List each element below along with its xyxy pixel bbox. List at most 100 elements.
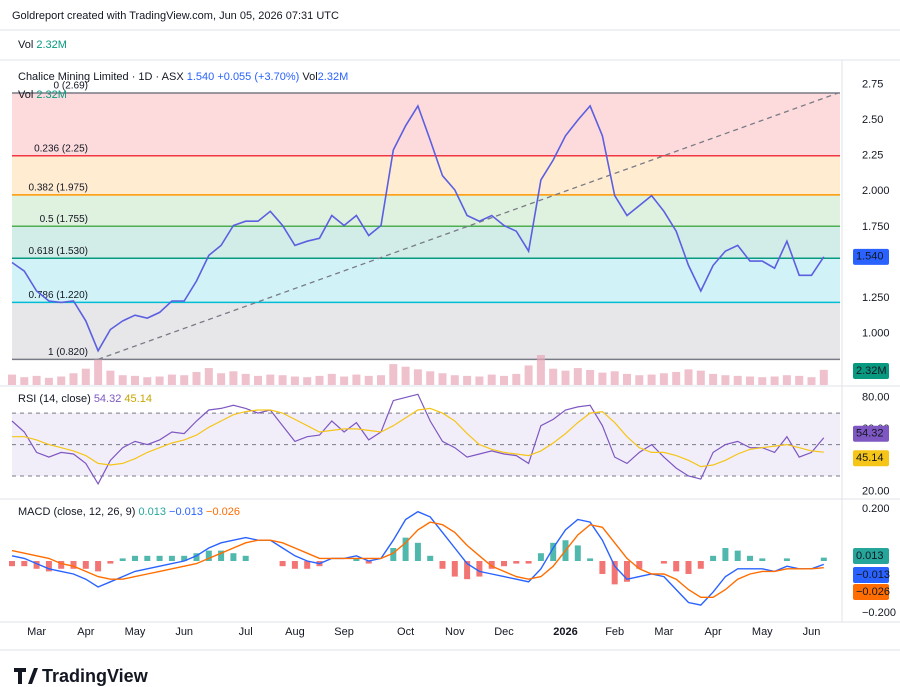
volume-bar	[623, 373, 631, 385]
x-tick-label: Mar	[27, 626, 46, 638]
histogram-bar	[464, 561, 471, 580]
volume-bar	[254, 375, 262, 385]
volume-bar	[340, 376, 349, 385]
x-tick-label: May	[752, 626, 773, 638]
y-tick-label: 1.000	[862, 328, 890, 340]
histogram-bar	[685, 561, 692, 574]
volume-bar	[180, 375, 189, 385]
histogram-bar	[722, 548, 729, 561]
hist-value: 0.013	[138, 506, 166, 518]
histogram-bar	[193, 553, 200, 561]
volume-bar	[598, 372, 607, 385]
volume-bar	[635, 375, 644, 385]
histogram-bar	[168, 555, 175, 561]
volume-bar	[758, 377, 767, 385]
histogram-bar	[525, 561, 532, 564]
volume-bar	[475, 376, 484, 385]
histogram-bar	[95, 561, 102, 572]
fib-label: 0.5 (1.755)	[40, 214, 88, 225]
fib-band	[12, 302, 840, 360]
volume-bar	[413, 369, 422, 385]
histogram-bar	[611, 561, 618, 585]
y-tick-label: 2.75	[862, 78, 883, 90]
macd-title: MACD (close, 12, 26, 9)	[18, 506, 135, 518]
histogram-bar	[33, 561, 40, 569]
volume-bar	[229, 371, 238, 385]
histogram-bar	[660, 561, 667, 564]
fib-label: 0.382 (1.975)	[29, 183, 89, 194]
histogram-bar	[119, 558, 126, 561]
fib-band	[12, 93, 840, 156]
histogram-bar	[587, 558, 594, 561]
volume-bar	[512, 373, 521, 385]
volume-name: Vol	[302, 71, 317, 83]
histogram-bar	[734, 550, 741, 561]
histogram-bar	[82, 561, 89, 569]
histogram-bar	[58, 561, 65, 569]
volume-name: Vol	[18, 89, 33, 101]
volume-bar	[303, 377, 312, 385]
x-tick-label: Jul	[239, 626, 253, 638]
histogram-bar	[365, 561, 372, 564]
volume-legend: Vol 2.32M	[18, 39, 67, 51]
volume-bar	[573, 368, 582, 385]
x-tick-label: 2026	[553, 626, 577, 638]
macd-legend: MACD (close, 12, 26, 9) 0.013 −0.013 −0.…	[18, 506, 240, 518]
x-tick-label: Aug	[285, 626, 305, 638]
volume-bar	[8, 374, 16, 385]
rsi-ma-box	[853, 450, 889, 467]
change: +0.055 (+3.70%)	[217, 71, 299, 83]
y-tick-label: 1.750	[862, 221, 890, 233]
volume-bar	[721, 375, 730, 385]
fib-label: 0.618 (1.530)	[29, 246, 89, 257]
volume-bar	[746, 376, 754, 385]
rsi-ma-label: 45.14	[856, 452, 884, 464]
histogram-bar	[624, 561, 630, 582]
histogram-bar	[451, 561, 458, 577]
volume-bar	[450, 375, 459, 385]
x-tick-label: May	[125, 626, 146, 638]
volume-bar	[647, 374, 656, 385]
volume-bar	[795, 375, 804, 385]
histogram-bar	[574, 545, 581, 561]
volume-bar	[155, 376, 164, 385]
volume-bar	[549, 368, 558, 385]
volume-bar	[106, 370, 115, 385]
histogram-bar	[759, 558, 766, 561]
volume-legend: Vol 2.32M	[18, 89, 67, 101]
histogram-bar	[70, 561, 77, 569]
histogram-bar	[427, 555, 434, 561]
volume-bar	[389, 364, 398, 385]
histogram-box	[853, 548, 889, 564]
logo: TradingView	[14, 666, 149, 686]
signal-value: −0.026	[206, 506, 240, 518]
rsi-ma-value: 45.14	[124, 393, 152, 405]
symbol: Chalice Mining Limited · 1D · ASX	[18, 71, 184, 83]
volume-bar	[94, 359, 103, 385]
volume-bar	[118, 375, 127, 385]
volume-bar	[684, 369, 693, 385]
histogram-bar	[132, 555, 138, 561]
x-tick-label: Feb	[605, 626, 624, 638]
volume-bar	[352, 374, 361, 385]
rsi-line	[11, 393, 825, 486]
volume-bar	[463, 375, 472, 385]
volume-bar	[364, 375, 373, 385]
volume-bar	[327, 373, 336, 385]
volume-bar	[167, 374, 176, 385]
histogram-bar	[107, 561, 114, 564]
volume-bar	[131, 375, 139, 385]
histogram-bar	[230, 553, 237, 561]
volume-bar	[536, 355, 545, 385]
volume-bar	[561, 370, 570, 385]
macd-label: −0.013	[856, 569, 890, 581]
y-tick-label: 1.250	[862, 292, 890, 304]
y-tick-label: 20.00	[862, 486, 890, 498]
volume-bar	[266, 374, 275, 385]
rsi-label: 54.32	[856, 428, 884, 440]
volume-bar	[217, 373, 226, 385]
volume-bar	[770, 376, 779, 385]
histogram-bar	[402, 537, 409, 561]
fib-label: 1 (0.820)	[48, 347, 88, 358]
